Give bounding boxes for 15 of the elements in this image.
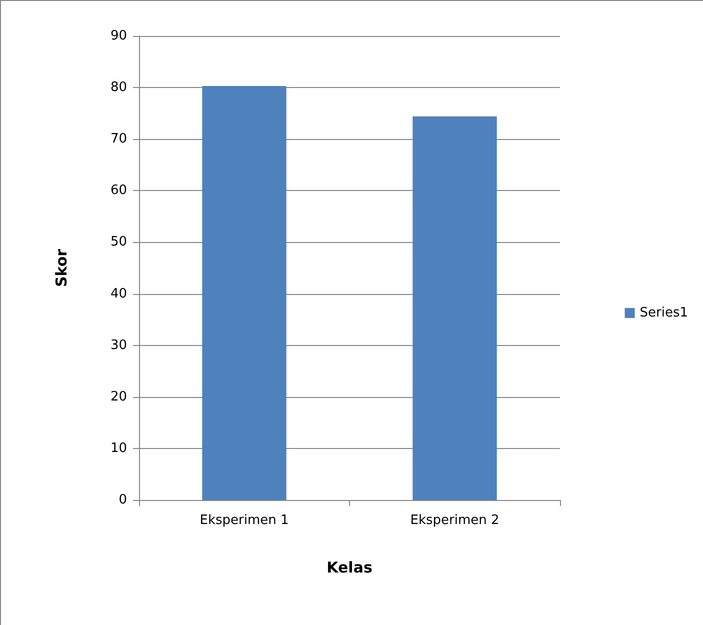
y-tick-label: 20 bbox=[110, 389, 127, 404]
y-tick-label: 80 bbox=[110, 80, 127, 96]
y-tick-label: 60 bbox=[110, 183, 127, 198]
y-axis-title: Skor bbox=[52, 248, 70, 288]
x-tick-label: Eksperimen 1 bbox=[200, 513, 289, 528]
y-tick-label: 50 bbox=[110, 234, 127, 250]
y-tick-label: 40 bbox=[110, 286, 127, 302]
y-tick-label: 90 bbox=[110, 28, 127, 44]
y-tick-label: 10 bbox=[110, 440, 127, 456]
x-axis-title: Kelas bbox=[326, 558, 372, 576]
legend-label: Series1 bbox=[640, 306, 688, 320]
x-tick-label: Eksperimen 2 bbox=[410, 513, 500, 528]
y-tick-label: 0 bbox=[118, 492, 127, 508]
y-tick-label: 70 bbox=[110, 132, 127, 147]
y-tick-label: 30 bbox=[110, 338, 127, 353]
